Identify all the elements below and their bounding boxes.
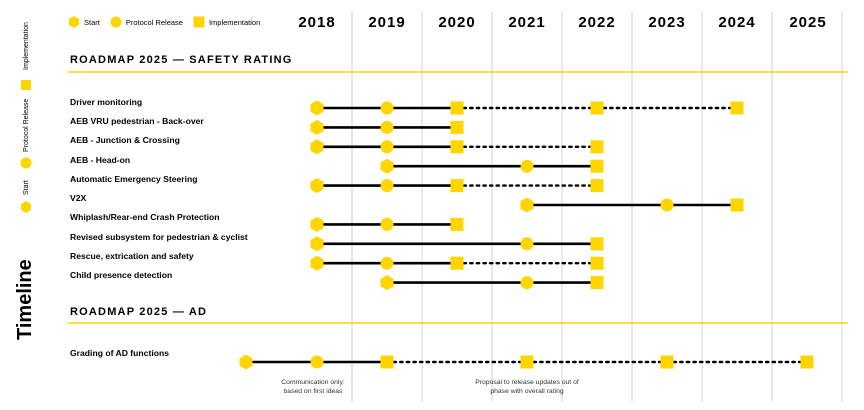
start-marker bbox=[310, 139, 324, 155]
implementation-marker bbox=[590, 140, 604, 154]
implementation-marker bbox=[800, 355, 814, 369]
protocol-release-circle-icon bbox=[20, 157, 32, 169]
year-2021: 2021 bbox=[508, 14, 546, 31]
note-communication-only: Communication only: based on first ideas bbox=[281, 379, 345, 395]
note-proposal-release: Proposal to release updates out of phase… bbox=[475, 379, 579, 395]
implementation-marker bbox=[380, 355, 394, 369]
row-label-v2x: V2X bbox=[70, 193, 87, 203]
start-marker bbox=[310, 236, 324, 252]
year-2018: 2018 bbox=[298, 14, 336, 31]
implementation-marker bbox=[450, 120, 464, 134]
side-legend: Implementation Protocol Release Start Ti… bbox=[6, 0, 36, 410]
start-marker bbox=[239, 354, 253, 370]
legend-start: Start bbox=[68, 16, 100, 28]
start-marker bbox=[310, 178, 324, 194]
legend-protocol-release: Protocol Release bbox=[110, 16, 183, 28]
row-label-rescue-extrication: Rescue, extrication and safety bbox=[70, 251, 194, 261]
year-2022: 2022 bbox=[578, 14, 616, 31]
implementation-marker bbox=[450, 101, 464, 115]
protocol-release-marker bbox=[380, 140, 394, 154]
row-label-aeb-junction-crossing: AEB - Junction & Crossing bbox=[70, 135, 180, 145]
year-2023: 2023 bbox=[648, 14, 686, 31]
year-2020: 2020 bbox=[438, 14, 476, 31]
implementation-marker bbox=[450, 217, 464, 231]
protocol-release-marker bbox=[380, 256, 394, 270]
implementation-marker bbox=[590, 237, 604, 251]
protocol-release-marker bbox=[660, 198, 674, 212]
start-marker bbox=[380, 275, 394, 291]
implementation-marker bbox=[660, 355, 674, 369]
start-hexagon-icon bbox=[69, 16, 79, 28]
protocol-release-marker bbox=[520, 237, 534, 251]
year-2024: 2024 bbox=[718, 14, 756, 31]
start-marker bbox=[520, 197, 534, 213]
protocol-release-marker bbox=[380, 101, 394, 115]
row-label-whiplash: Whiplash/Rear-end Crash Protection bbox=[70, 212, 220, 222]
start-marker bbox=[380, 158, 394, 174]
implementation-marker bbox=[730, 101, 744, 115]
legend-protocol-release-label: Protocol Release bbox=[125, 17, 183, 27]
implementation-marker bbox=[450, 140, 464, 154]
row-label-child-presence: Child presence detection bbox=[70, 270, 173, 280]
implementation-marker bbox=[590, 276, 604, 290]
implementation-marker bbox=[450, 179, 464, 193]
implementation-square-icon bbox=[193, 16, 205, 28]
protocol-release-marker bbox=[380, 120, 394, 134]
legend-implementation: Implementation bbox=[193, 16, 260, 28]
implementation-marker bbox=[590, 101, 604, 115]
legend-start-label: Start bbox=[84, 17, 100, 27]
row-label-revised-subsystem: Revised subsystem for pedestrian & cycli… bbox=[70, 232, 248, 242]
row-label-grading-ad: Grading of AD functions bbox=[70, 348, 169, 358]
row-label-aeb-head-on: AEB - Head-on bbox=[70, 155, 131, 165]
section-title-ad: ROADMAP 2025 — AD bbox=[70, 306, 208, 318]
row-label-automatic-emergency-steering: Automatic Emergency Steering bbox=[70, 174, 198, 184]
section-title-safety-rating: ROADMAP 2025 — SAFETY RATING bbox=[70, 54, 293, 66]
protocol-release-marker bbox=[380, 179, 394, 193]
start-marker bbox=[310, 119, 324, 135]
start-marker bbox=[310, 100, 324, 116]
implementation-marker bbox=[590, 179, 604, 193]
implementation-marker bbox=[450, 256, 464, 270]
start-hexagon-icon bbox=[21, 201, 31, 213]
protocol-release-marker bbox=[310, 355, 324, 369]
implementation-marker bbox=[590, 256, 604, 270]
protocol-release-marker bbox=[520, 276, 534, 290]
implementation-marker bbox=[520, 355, 534, 369]
year-2019: 2019 bbox=[368, 14, 406, 31]
protocol-release-circle-icon bbox=[110, 16, 122, 28]
year-2025: 2025 bbox=[789, 14, 827, 31]
start-marker bbox=[310, 255, 324, 271]
start-marker bbox=[310, 216, 324, 232]
implementation-marker bbox=[590, 159, 604, 173]
row-label-driver-monitoring: Driver monitoring bbox=[70, 97, 143, 107]
implementation-square-icon bbox=[21, 80, 31, 90]
protocol-release-marker bbox=[520, 159, 534, 173]
protocol-release-marker bbox=[380, 217, 394, 231]
implementation-marker bbox=[730, 198, 744, 212]
legend: Start Protocol Release Implementation bbox=[68, 16, 266, 28]
legend-implementation-label: Implementation bbox=[208, 17, 261, 27]
row-label-aeb-vru-back-over: AEB VRU pedestrian - Back-over bbox=[70, 116, 204, 126]
